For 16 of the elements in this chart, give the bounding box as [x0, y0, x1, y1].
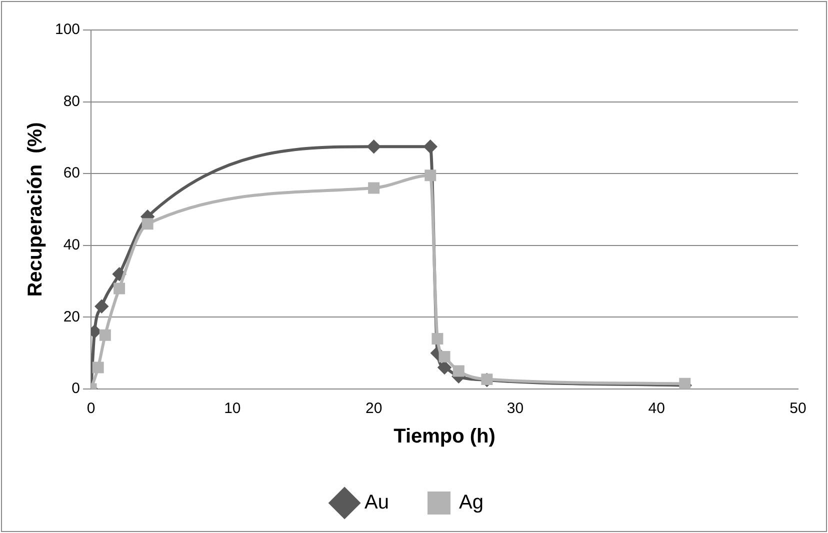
y-tick-label: 100: [54, 21, 80, 38]
y-tick-label: 0: [72, 380, 80, 398]
x-tick-label: 30: [506, 400, 524, 418]
y-tick-label: 60: [63, 164, 80, 182]
x-tick-label: 10: [224, 400, 241, 418]
y-tick-label: 20: [63, 308, 80, 326]
y-axis-title: Recuperación (%): [24, 122, 47, 297]
legend-label: Au: [364, 492, 390, 514]
x-tick-label: 40: [648, 400, 665, 418]
y-tick-label: 40: [63, 236, 80, 254]
y-tick-label: 80: [63, 92, 80, 110]
x-tick-label: 20: [365, 400, 382, 418]
x-axis-title: Tiempo (h): [394, 426, 496, 448]
legend-label: Ag: [459, 492, 484, 514]
x-tick-label: 0: [86, 400, 96, 418]
x-tick-label: 50: [790, 400, 806, 418]
